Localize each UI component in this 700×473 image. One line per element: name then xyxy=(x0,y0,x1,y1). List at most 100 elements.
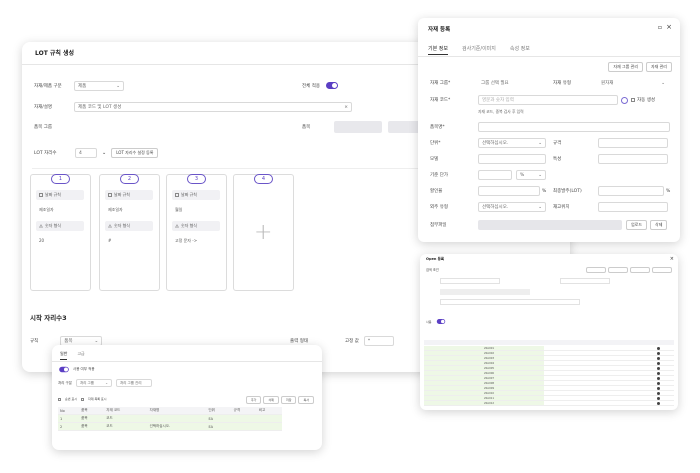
attach-field[interactable] xyxy=(478,220,622,230)
list-row-code: 20A012 xyxy=(484,401,495,405)
supplier-value: 선택하십시오. xyxy=(482,205,509,210)
reg-type-select[interactable]: 원자재 ⌄ xyxy=(598,78,668,88)
chevron-down-icon: ⌄ xyxy=(538,204,542,210)
filter-row-2[interactable] xyxy=(560,278,610,284)
list-row[interactable]: 20A006 xyxy=(424,371,674,376)
table-row[interactable]: 2 품목 코드 선택하십시오. EA xyxy=(58,422,282,431)
desc-input[interactable]: 제품 코드 및 LOT 생성 × xyxy=(74,102,352,112)
popup-save-button[interactable]: 저장 xyxy=(280,396,297,404)
number-chip[interactable]: ⁂ 숫자 형식 xyxy=(172,221,220,231)
close-icon[interactable]: × xyxy=(669,256,674,262)
supplier-select[interactable]: 선택하십시오. ⌄ xyxy=(478,202,546,212)
popup-toggle[interactable] xyxy=(59,366,69,373)
popup-table: No 품목 자재 코드 자재명 단위 규격 비고 1 품목 코드 EA 2 품 xyxy=(58,407,282,431)
filter-row-1[interactable] xyxy=(440,278,500,284)
tab-attributes[interactable]: 속성 정보 xyxy=(509,46,530,52)
popup-copy-button[interactable]: 복사 xyxy=(298,396,314,404)
cell-note xyxy=(256,422,282,431)
code-input[interactable]: 영문과 숫자 입력 xyxy=(478,95,618,105)
table-row[interactable]: 1 품목 코드 EA xyxy=(58,414,282,423)
base-unit-select[interactable]: % ⌄ xyxy=(516,170,546,180)
date-rule-chip[interactable]: 날짜 규칙 xyxy=(172,190,220,200)
group-label: 자재 그룹* xyxy=(430,81,451,86)
option-checkbox-1[interactable] xyxy=(58,397,61,401)
color-input[interactable] xyxy=(598,154,668,164)
active-toggle[interactable] xyxy=(326,82,338,89)
lot-card-add[interactable]: 4 + xyxy=(233,174,294,291)
tab-advanced[interactable]: 고급 xyxy=(77,351,85,356)
cell-name: 선택하십시오. xyxy=(147,422,207,431)
code-manage-button[interactable]: 자재 관리 xyxy=(646,62,672,72)
list-row[interactable]: 20A001 xyxy=(424,346,674,351)
list-row[interactable]: 20A004 xyxy=(424,361,674,366)
filter-row-4[interactable] xyxy=(440,299,580,305)
model-label: 모델 xyxy=(430,157,439,162)
plus-icon[interactable]: + xyxy=(254,220,273,245)
list-row[interactable]: 20A010 xyxy=(424,391,674,396)
date-rule-chip[interactable]: 날짜 규칙 xyxy=(36,190,84,200)
group-input[interactable]: 그룹 선택 필요 xyxy=(478,78,548,88)
close-icon[interactable]: × xyxy=(344,104,348,110)
cell-no: 2 xyxy=(58,422,80,431)
popup-delete-button[interactable]: 삭제 xyxy=(263,396,279,404)
list-row-highlight: 20A005 xyxy=(424,366,544,370)
list-row[interactable]: 20A003 xyxy=(424,356,674,361)
card-text: 제조일자 xyxy=(39,207,54,212)
list-btn-4[interactable] xyxy=(652,267,672,273)
spec-input[interactable] xyxy=(598,138,668,148)
rule-label: 규칙 xyxy=(30,339,39,344)
filter-label: 처리 구분 xyxy=(58,380,72,385)
lot-card-1[interactable]: 1 날짜 규칙 제조일자 ⁂ 숫자 형식 20 xyxy=(30,174,91,291)
delete-button[interactable]: 삭제 xyxy=(650,220,668,230)
fixed-input[interactable]: * xyxy=(363,336,394,346)
list-row[interactable]: 20A007 xyxy=(424,376,674,381)
tab-basic[interactable]: 기본 정보 xyxy=(428,45,448,55)
unit-select[interactable]: 선택하십시오. ⌄ xyxy=(478,138,546,148)
list-row[interactable]: 20A008 xyxy=(424,381,674,386)
lot-card-3[interactable]: 3 날짜 규칙 월일 ⁂ 숫자 형식 고정 문자 -> xyxy=(166,174,227,291)
item-field[interactable] xyxy=(334,121,382,133)
status-dot-icon xyxy=(657,401,660,405)
tab-general[interactable]: 일반 xyxy=(60,351,68,360)
minimize-icon[interactable]: ▫ xyxy=(657,24,662,31)
calendar-icon xyxy=(108,193,112,197)
list-row[interactable]: 20A012 xyxy=(424,401,674,406)
tab-inspection[interactable]: 검사기준/이미지 xyxy=(462,46,496,52)
base-input[interactable] xyxy=(478,170,512,180)
number-chip[interactable]: ⁂ 숫자 형식 xyxy=(36,221,84,231)
option-checkbox-2[interactable] xyxy=(81,397,84,401)
number-chip[interactable]: ⁂ 숫자 형식 xyxy=(105,221,153,231)
list-row[interactable]: 20A009 xyxy=(424,386,674,391)
rate-input[interactable] xyxy=(478,186,540,196)
list-row-highlight: 20A009 xyxy=(424,386,544,390)
lot-card-2[interactable]: 2 날짜 규칙 제조일자 ⁂ 숫자 형식 # xyxy=(99,174,160,291)
close-icon[interactable]: × xyxy=(666,23,672,31)
lot-rule-button[interactable]: LOT 자리수 설정 등록 xyxy=(111,148,159,158)
list-btn-1[interactable] xyxy=(586,267,606,273)
list-btn-2[interactable] xyxy=(608,267,628,273)
shapes-icon: ⁂ xyxy=(175,223,179,229)
group-manage-button[interactable]: 자재 그룹 관리 xyxy=(608,62,643,72)
name-input[interactable] xyxy=(478,122,670,132)
active-label: 전체 적용 xyxy=(302,83,320,89)
date-rule-chip[interactable]: 날짜 규칙 xyxy=(105,190,153,200)
list-toggle[interactable] xyxy=(436,319,445,324)
warehouse-input[interactable] xyxy=(598,202,668,212)
list-row[interactable]: 20A005 xyxy=(424,366,674,371)
list-row[interactable]: 20A002 xyxy=(424,351,674,356)
popup-add-button[interactable]: 추가 xyxy=(245,396,262,404)
list-row-highlight: 20A001 xyxy=(424,346,544,350)
lot-length-input[interactable]: 4 xyxy=(75,148,97,158)
list-row[interactable]: 20A011 xyxy=(424,396,674,401)
filter-manage[interactable]: 처리 그룹 관리 xyxy=(116,379,152,387)
filter-select[interactable]: 처리 그룹 ⌄ xyxy=(76,379,112,387)
lot-input[interactable] xyxy=(598,186,664,196)
list-btn-3[interactable] xyxy=(630,267,650,273)
auto-checkbox[interactable] xyxy=(631,98,635,102)
attach-label: 첨부파일 xyxy=(430,223,447,228)
upload-button[interactable]: 업로드 xyxy=(626,220,648,230)
filter-row-3[interactable] xyxy=(440,289,530,295)
model-input[interactable] xyxy=(478,154,546,164)
cell-item: 품목 xyxy=(79,414,105,423)
type-select[interactable]: 제품 ⌄ xyxy=(74,81,124,91)
